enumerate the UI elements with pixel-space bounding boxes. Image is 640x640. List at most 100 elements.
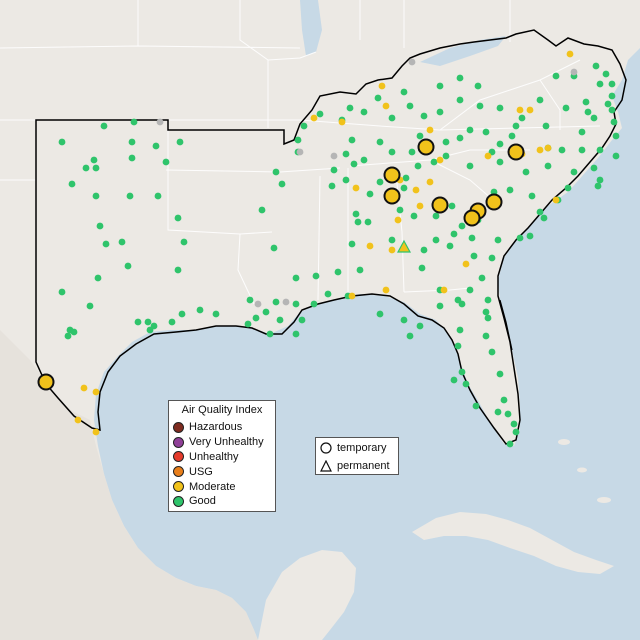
monitor-dot: [356, 266, 364, 274]
monitor-dot: [128, 138, 136, 146]
monitor-dot: [478, 274, 486, 282]
monitor-dot: [456, 134, 464, 142]
monitor-dot: [118, 238, 126, 246]
monitor-dot: [442, 138, 450, 146]
monitor-dot: [408, 148, 416, 156]
monitor-dot: [488, 254, 496, 262]
monitor-dot: [462, 260, 470, 268]
monitor-dot: [436, 156, 444, 164]
swatch-hazardous: [173, 421, 184, 433]
monitor-dot: [612, 132, 620, 140]
monitor-dot: [406, 102, 414, 110]
monitor-dot: [292, 274, 300, 282]
temporary-monitor-marker: [431, 196, 449, 214]
monitor-dot: [468, 234, 476, 242]
legend-item-moderate: Moderate: [169, 479, 275, 494]
monitor-dot: [418, 264, 426, 272]
legend-item-hazardous: Hazardous: [169, 420, 275, 435]
legend-label: permanent: [337, 460, 390, 472]
monitor-dot: [484, 314, 492, 322]
monitor-dot: [416, 322, 424, 330]
monitor-dot: [592, 62, 600, 70]
monitor-dot: [378, 82, 386, 90]
monitor-dot: [330, 166, 338, 174]
monitor-dot: [494, 408, 502, 416]
monitor-dot: [382, 286, 390, 294]
legend-label: Unhealthy: [189, 450, 239, 463]
monitor-dot: [608, 92, 616, 100]
monitor-dot: [436, 302, 444, 310]
monitor-dot: [512, 122, 520, 130]
monitor-dot: [64, 332, 72, 340]
land-yucatan: [258, 550, 356, 640]
monitor-dot: [450, 376, 458, 384]
monitor-dot: [562, 104, 570, 112]
monitor-dot: [80, 384, 88, 392]
monitor-dot: [494, 236, 502, 244]
monitor-dot: [376, 178, 384, 186]
monitor-dot: [292, 330, 300, 338]
monitor-dot: [470, 252, 478, 260]
monitor-dot: [436, 82, 444, 90]
monitor-dot: [254, 300, 262, 308]
monitor-dot: [432, 236, 440, 244]
monitor-dot: [496, 158, 504, 166]
monitor-dot: [146, 326, 154, 334]
monitor-dot: [458, 222, 466, 230]
monitor-dot: [484, 296, 492, 304]
land-bahamas: [577, 467, 587, 473]
monitor-dot: [292, 300, 300, 308]
monitor-dot: [430, 158, 438, 166]
monitor-dot: [456, 74, 464, 82]
monitor-dot: [446, 242, 454, 250]
monitor-dot: [94, 274, 102, 282]
monitor-dot: [496, 140, 504, 148]
monitor-dot: [376, 310, 384, 318]
monitor-dot: [156, 118, 164, 126]
monitor-dot: [388, 246, 396, 254]
monitor-dot: [68, 180, 76, 188]
monitor-dot: [462, 380, 470, 388]
monitor-dot: [522, 168, 530, 176]
monitor-dot: [180, 238, 188, 246]
monitor-dot: [330, 152, 338, 160]
monitor-dot: [310, 114, 318, 122]
temporary-monitor-marker: [417, 138, 435, 156]
monitor-dot: [382, 102, 390, 110]
monitor-dot: [276, 316, 284, 324]
monitor-dot: [578, 146, 586, 154]
monitor-dot: [130, 118, 138, 126]
monitor-dot: [432, 212, 440, 220]
monitor-dot: [596, 176, 604, 184]
monitor-dot: [400, 88, 408, 96]
monitor-dot: [458, 300, 466, 308]
monitor-markers: [37, 50, 620, 448]
temporary-monitor-marker: [507, 143, 525, 161]
monitor-dot: [174, 266, 182, 274]
monitor-dot: [450, 230, 458, 238]
monitor-dot: [516, 234, 524, 242]
monitor-dot: [512, 428, 520, 436]
monitor-dot: [300, 122, 308, 130]
monitor-dot: [74, 416, 82, 424]
monitor-dot: [124, 262, 132, 270]
monitor-dot: [324, 290, 332, 298]
monitor-dot: [354, 218, 362, 226]
monitor-dot: [338, 118, 346, 126]
monitor-dot: [536, 146, 544, 154]
monitor-dot: [506, 440, 514, 448]
legend-item-unhealthy: Unhealthy: [169, 450, 275, 465]
monitor-dot: [570, 68, 578, 76]
monitor-dot: [328, 182, 336, 190]
monitor-dot: [596, 80, 604, 88]
monitor-dot: [442, 152, 450, 160]
monitor-dot: [536, 96, 544, 104]
monitor-dot: [496, 104, 504, 112]
monitor-dot: [272, 298, 280, 306]
monitor-dot: [316, 110, 324, 118]
monitor-dot: [456, 96, 464, 104]
temporary-monitor-marker: [383, 166, 401, 184]
land-mexico: [0, 330, 258, 640]
